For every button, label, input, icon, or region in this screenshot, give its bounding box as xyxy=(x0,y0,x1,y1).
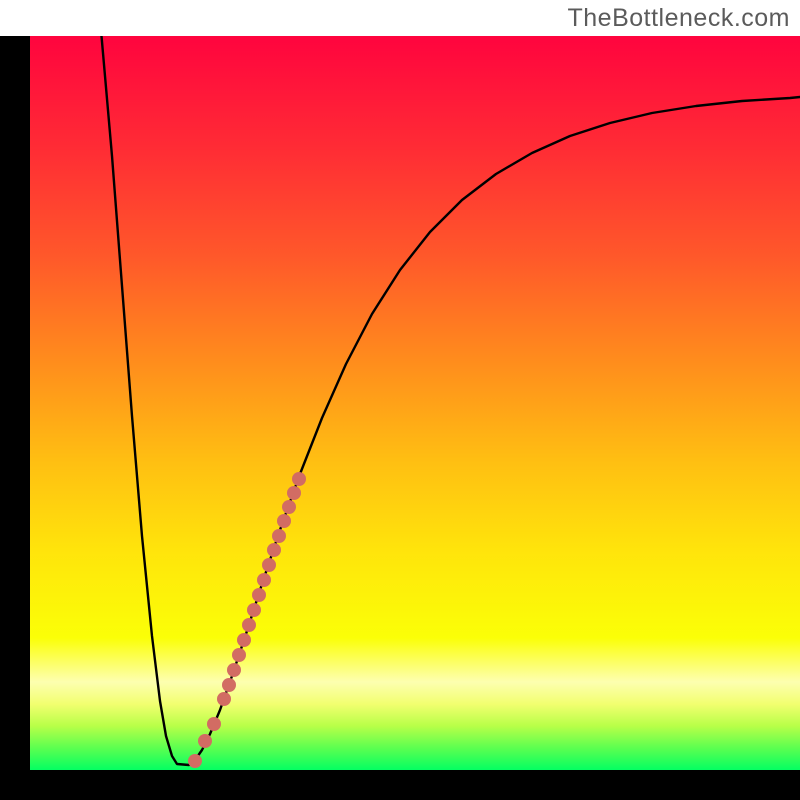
data-marker xyxy=(287,486,301,500)
data-marker xyxy=(277,514,291,528)
data-marker xyxy=(222,678,236,692)
data-marker xyxy=(232,648,246,662)
curve-path xyxy=(102,36,800,765)
data-marker xyxy=(272,529,286,543)
data-marker xyxy=(267,543,281,557)
data-marker xyxy=(262,558,276,572)
data-marker xyxy=(282,500,296,514)
data-marker xyxy=(207,717,221,731)
watermark-text: TheBottleneck.com xyxy=(568,4,791,33)
data-marker xyxy=(247,603,261,617)
chart-svg xyxy=(30,36,800,770)
chart-container: TheBottleneck.com xyxy=(0,0,800,800)
data-marker xyxy=(257,573,271,587)
data-marker xyxy=(242,618,256,632)
data-marker xyxy=(188,754,202,768)
data-marker xyxy=(198,734,212,748)
data-marker xyxy=(237,633,251,647)
data-marker xyxy=(227,663,241,677)
plot-area xyxy=(30,36,800,770)
data-marker xyxy=(292,472,306,486)
data-marker xyxy=(217,692,231,706)
data-marker xyxy=(252,588,266,602)
